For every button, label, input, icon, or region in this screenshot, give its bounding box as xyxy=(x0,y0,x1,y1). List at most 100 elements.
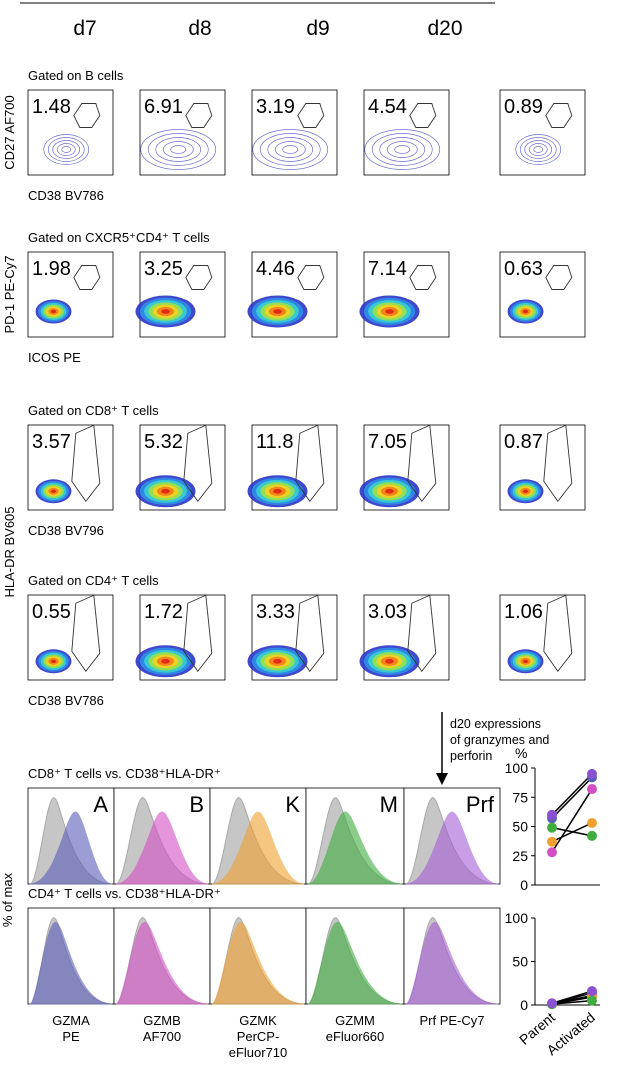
y-axis-label: PD-1 PE-Cy7 xyxy=(2,255,17,333)
gate xyxy=(407,594,437,673)
contour xyxy=(533,146,544,153)
dot xyxy=(547,836,557,847)
density xyxy=(385,659,394,664)
y-tick-label: 100 xyxy=(505,760,529,776)
histogram-x-label: eFluor710 xyxy=(229,1045,288,1060)
gate-percent: 6.91 xyxy=(144,96,183,118)
gate-percent: 3.25 xyxy=(144,258,183,280)
contour xyxy=(274,141,306,158)
contour xyxy=(61,146,72,153)
contour xyxy=(386,141,418,158)
day-label: d20 xyxy=(427,17,462,40)
density xyxy=(522,309,529,314)
gate xyxy=(73,265,101,290)
dot xyxy=(587,784,597,795)
histogram-x-label: GZMB xyxy=(143,1013,181,1028)
contour xyxy=(140,129,217,170)
flow-plot: 4.54 xyxy=(363,89,450,176)
flow-plot: 0.89 xyxy=(499,89,586,176)
activated-histogram xyxy=(307,921,403,1005)
activated-histogram xyxy=(29,921,113,1005)
x-axis-label: CD38 BV786 xyxy=(28,188,104,203)
dot xyxy=(587,830,597,841)
gate-percent: 1.06 xyxy=(504,601,543,623)
contour xyxy=(519,137,557,162)
flow-plot: 4.46 xyxy=(247,251,338,338)
flow-plot: 1.06 xyxy=(499,594,586,681)
y-axis-label: CD27 AF700 xyxy=(2,95,17,169)
gate-percent: 4.54 xyxy=(368,96,407,118)
contour xyxy=(56,143,76,156)
pair-line xyxy=(551,773,593,816)
gate-percent: 1.72 xyxy=(144,601,183,623)
histogram-y-label: % of max xyxy=(0,872,15,927)
pair-line xyxy=(551,776,593,819)
pair-line xyxy=(551,826,593,837)
contour xyxy=(259,133,321,166)
gate-label: Gated on CD8⁺ T cells xyxy=(28,403,159,418)
pair-line xyxy=(551,990,593,1004)
plot-frame xyxy=(251,89,338,176)
marker-letter: Prf xyxy=(466,792,495,817)
plot-frame xyxy=(27,251,114,338)
flow-plot: 1.48 xyxy=(27,89,114,176)
marker-letter: M xyxy=(380,792,398,817)
gate-percent: 5.32 xyxy=(144,431,183,453)
activated-histogram xyxy=(115,921,209,1005)
histogram-x-label: Prf PE-Cy7 xyxy=(419,1013,484,1028)
density xyxy=(522,659,529,664)
plot-frame xyxy=(499,251,586,338)
flow-plot: 3.25 xyxy=(135,251,226,338)
density xyxy=(50,309,57,314)
gate xyxy=(71,424,101,503)
contour xyxy=(394,145,411,154)
gate-label: Gated on CD4⁺ T cells xyxy=(28,573,159,588)
gate-percent: 7.14 xyxy=(368,258,407,280)
gate xyxy=(297,103,325,128)
density xyxy=(273,309,282,314)
gate-percent: 7.05 xyxy=(368,431,407,453)
contour xyxy=(379,137,426,162)
gate-percent: 1.98 xyxy=(32,258,71,280)
flow-plot: 7.05 xyxy=(359,424,450,511)
contour xyxy=(252,129,329,170)
flow-plot: 1.98 xyxy=(27,251,114,338)
contour xyxy=(371,133,433,166)
contour xyxy=(364,129,441,170)
gate-percent: 11.8 xyxy=(256,431,293,453)
flow-plot: 3.19 xyxy=(251,89,338,176)
dot xyxy=(547,847,557,858)
contour xyxy=(155,137,202,162)
flow-plot: 5.32 xyxy=(135,424,226,511)
contour xyxy=(170,145,187,154)
y-tick-label: 100 xyxy=(505,910,529,926)
gate xyxy=(295,424,325,503)
gate-percent: 1.48 xyxy=(32,96,71,118)
marker-letter: K xyxy=(285,792,300,817)
dot xyxy=(587,817,597,828)
gate xyxy=(297,265,325,290)
plot-frame xyxy=(139,89,226,176)
gate-label: Gated on B cells xyxy=(28,68,124,83)
flow-plot: 6.91 xyxy=(139,89,226,176)
contour xyxy=(162,141,194,158)
day-label: d9 xyxy=(306,17,329,40)
gate xyxy=(543,594,573,673)
density xyxy=(50,489,57,494)
plot-frame xyxy=(363,89,450,176)
flow-plot: 3.57 xyxy=(27,424,114,511)
dot xyxy=(547,809,557,820)
activated-histogram xyxy=(405,811,499,885)
contour xyxy=(515,134,562,165)
y-tick-label: 0 xyxy=(520,877,528,893)
gate-percent: 3.57 xyxy=(32,431,71,453)
contour xyxy=(47,137,85,162)
dot xyxy=(587,986,597,997)
histogram-x-label: eFluor660 xyxy=(326,1029,385,1044)
plot-frame xyxy=(499,89,586,176)
activated-histogram xyxy=(405,921,499,1005)
gate xyxy=(183,424,213,503)
density xyxy=(273,489,282,494)
histogram-title: CD8⁺ T cells vs. CD38⁺HLA-DR⁺ xyxy=(28,766,221,781)
